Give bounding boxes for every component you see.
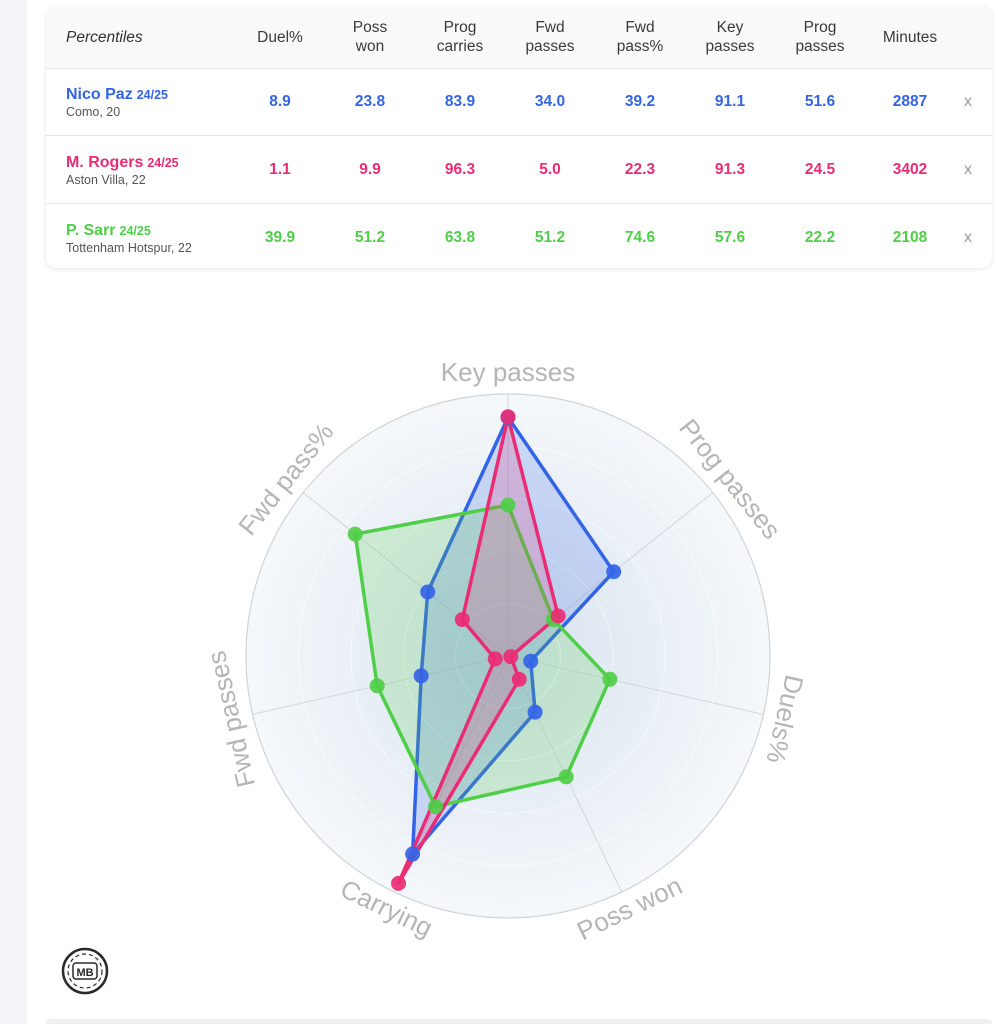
value-fwd-passes: 51.2: [534, 228, 566, 246]
player-name-text: P. Sarr: [66, 222, 116, 239]
value-fwd-pass-pct: 74.6: [624, 228, 656, 246]
player-season: 24/25: [119, 224, 151, 238]
value-duel-pct: 1.1: [269, 160, 291, 178]
header-key-passes[interactable]: Key passes: [705, 19, 755, 55]
logo-text: MB: [76, 967, 93, 979]
value-fwd-pass-pct: 22.3: [624, 160, 656, 178]
value-poss-won: 9.9: [359, 160, 381, 178]
header-fwd-passes[interactable]: Fwd passes: [525, 19, 575, 55]
value-prog-carries: 96.3: [444, 160, 476, 178]
player-name[interactable]: Nico Paz 24/25: [66, 86, 168, 104]
header-minutes[interactable]: Minutes: [882, 28, 938, 46]
percentiles-table: Percentiles Duel% Poss won Prog carries …: [46, 6, 992, 268]
header-duel-pct[interactable]: Duel%: [257, 28, 303, 46]
value-duel-pct: 39.9: [264, 228, 296, 246]
header-poss-won[interactable]: Poss won: [352, 19, 388, 55]
player-season: 24/25: [136, 88, 168, 102]
header-prog-carries[interactable]: Prog carries: [436, 19, 484, 55]
table-row: P. Sarr 24/25 Tottenham Hotspur, 22 39.9 …: [46, 204, 992, 268]
player-name-text: M. Rogers: [66, 154, 144, 171]
player-name[interactable]: P. Sarr 24/25: [66, 222, 151, 240]
player-name-text: Nico Paz: [66, 86, 133, 103]
header-prog-passes[interactable]: Prog passes: [795, 19, 845, 55]
value-fwd-passes: 5.0: [539, 160, 561, 178]
player-season: 24/25: [147, 156, 179, 170]
mb-logo: MB: [61, 947, 109, 995]
header-percentiles: Percentiles: [66, 28, 143, 46]
remove-player-button[interactable]: x: [964, 160, 972, 178]
player-name[interactable]: M. Rogers 24/25: [66, 154, 179, 172]
value-minutes: 2108: [892, 228, 928, 246]
value-prog-passes: 51.6: [804, 92, 836, 110]
value-poss-won: 51.2: [354, 228, 386, 246]
value-fwd-passes: 34.0: [534, 92, 566, 110]
value-key-passes: 91.3: [714, 160, 746, 178]
next-card-edge: [46, 1019, 992, 1024]
value-poss-won: 23.8: [354, 92, 386, 110]
value-key-passes: 91.1: [714, 92, 746, 110]
value-minutes: 3402: [892, 160, 928, 178]
value-prog-carries: 83.9: [444, 92, 476, 110]
remove-player-button[interactable]: x: [964, 228, 972, 246]
header-fwd-pass-pct[interactable]: Fwd pass%: [616, 19, 664, 55]
value-key-passes: 57.6: [714, 228, 746, 246]
table-row: Nico Paz 24/25 Como, 20 8.9 23.8 83.9 34.…: [46, 68, 992, 136]
table-header: Percentiles Duel% Poss won Prog carries …: [46, 6, 992, 69]
remove-player-button[interactable]: x: [964, 92, 972, 110]
value-fwd-pass-pct: 39.2: [624, 92, 656, 110]
value-prog-passes: 22.2: [804, 228, 836, 246]
player-club: Tottenham Hotspur, 22: [66, 241, 192, 255]
table-row: M. Rogers 24/25 Aston Villa, 22 1.1 9.9 9…: [46, 136, 992, 204]
value-minutes: 2887: [892, 92, 928, 110]
value-prog-carries: 63.8: [444, 228, 476, 246]
value-prog-passes: 24.5: [804, 160, 836, 178]
player-club: Como, 20: [66, 105, 121, 119]
value-duel-pct: 8.9: [269, 92, 291, 110]
player-club: Aston Villa, 22: [66, 173, 146, 187]
